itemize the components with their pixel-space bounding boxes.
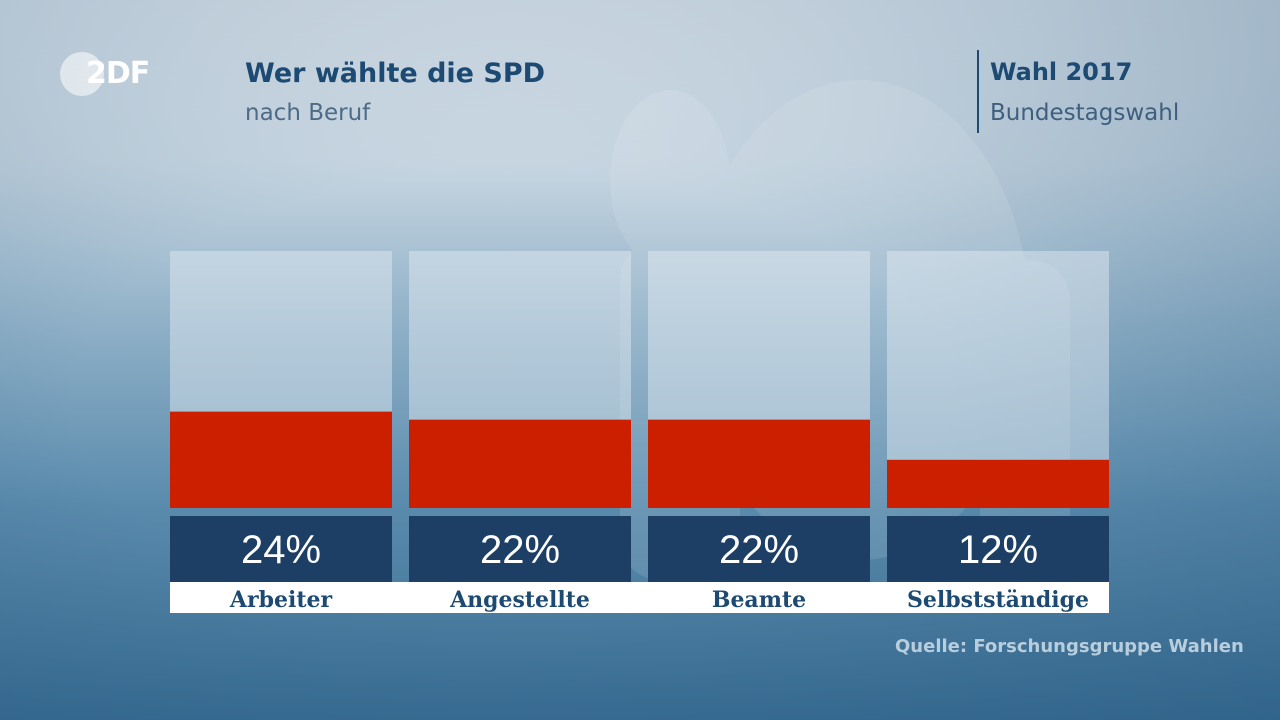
value-box (887, 516, 1109, 582)
header-divider (977, 50, 979, 133)
category-label: Angestellte (449, 587, 590, 613)
value-box (648, 516, 870, 582)
value-box (170, 516, 392, 582)
bar (648, 419, 870, 508)
source-note: Quelle: Forschungsgruppe Wahlen (895, 636, 1244, 657)
election-subtitle: Bundestagswahl (990, 100, 1180, 126)
label-strip (170, 582, 1109, 613)
logo-circle (60, 52, 104, 96)
zdf-logo: 2DF (60, 52, 150, 96)
bar (409, 419, 631, 508)
logo-text: 2DF (86, 56, 150, 91)
chart-title: Wer wählte die SPD (245, 58, 546, 89)
value-label: 22% (480, 528, 560, 572)
value-label: 22% (719, 528, 799, 572)
election-title: Wahl 2017 (990, 58, 1133, 86)
value-box (409, 516, 631, 582)
value-label: 24% (241, 528, 321, 572)
chart-subtitle: nach Beruf (245, 100, 371, 126)
category-label: Selbstständige (907, 587, 1089, 613)
category-label: Beamte (712, 587, 806, 613)
category-label: Arbeiter (229, 587, 333, 613)
value-label: 12% (958, 528, 1038, 572)
bar (887, 459, 1109, 508)
bar (170, 411, 392, 508)
